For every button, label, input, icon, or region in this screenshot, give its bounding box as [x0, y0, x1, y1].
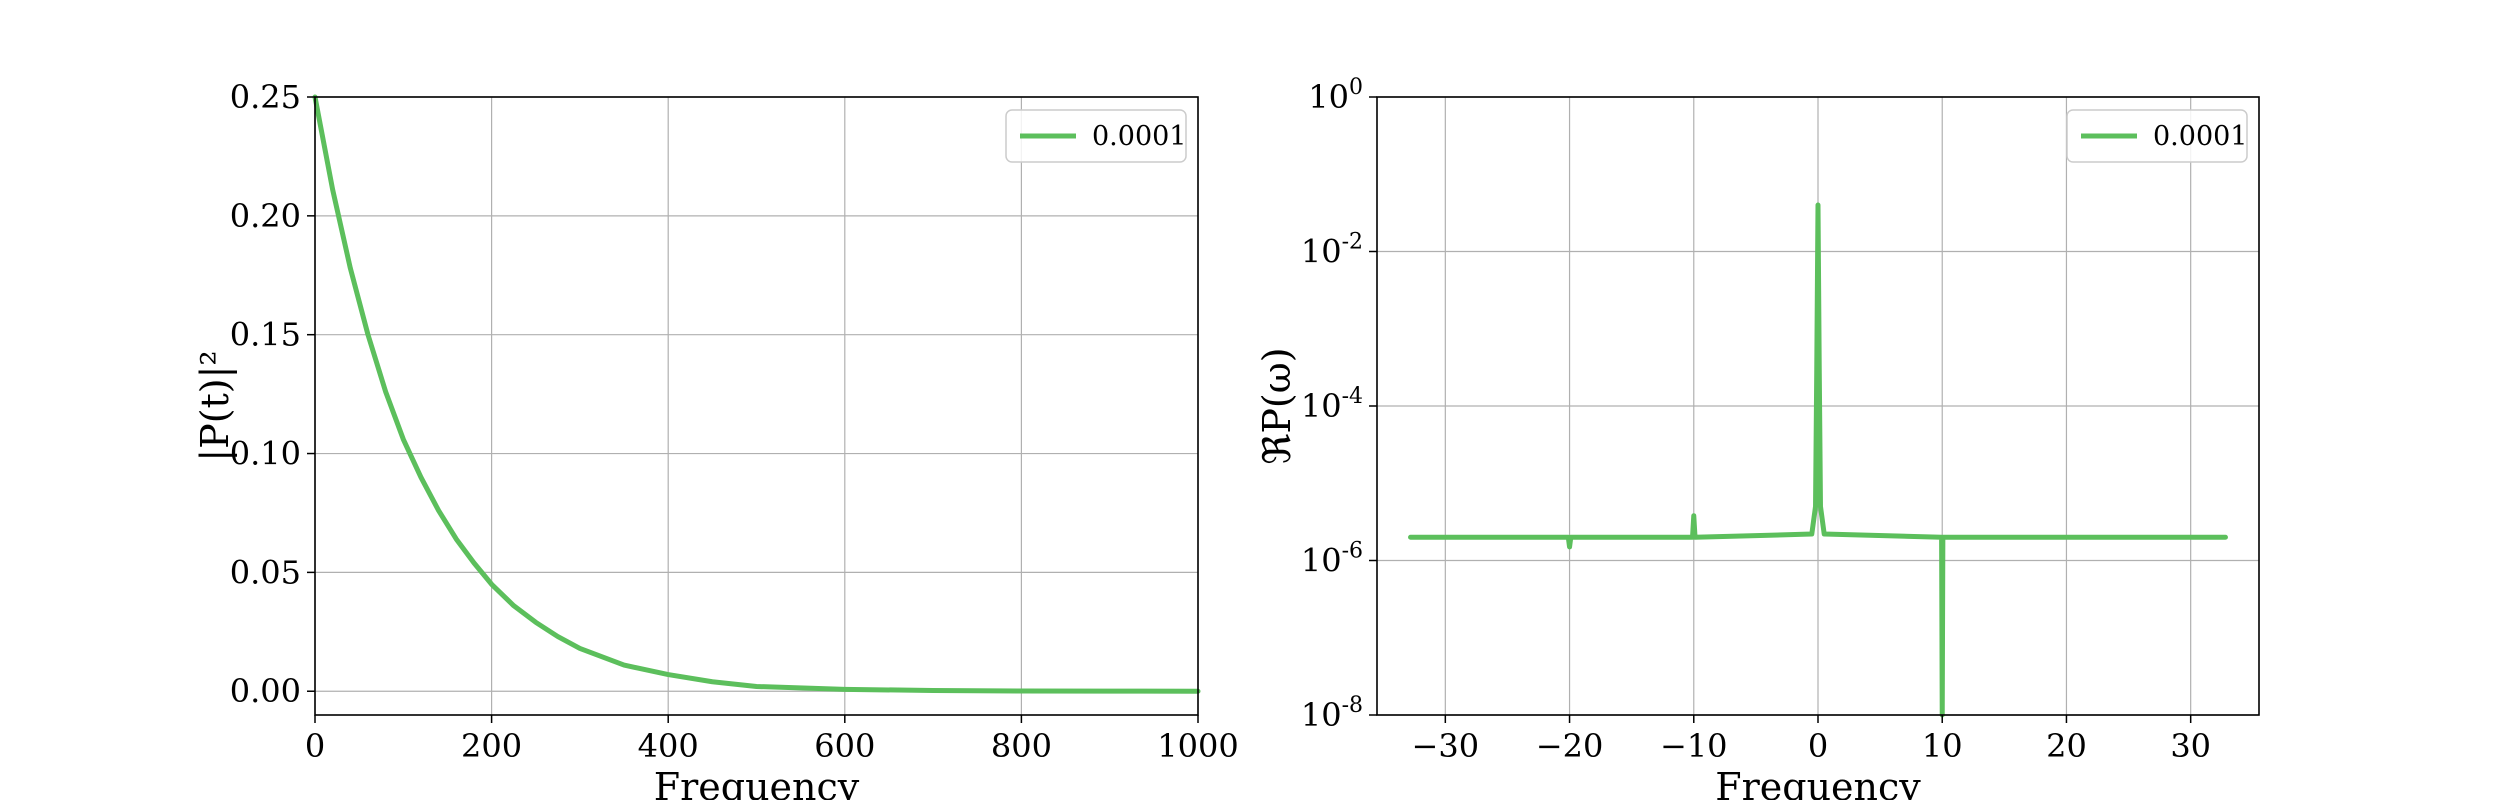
right-xtick-label: −10: [1660, 727, 1728, 765]
left-y-axis-label: |P(t)|²: [193, 350, 237, 461]
right-ytick-label: 10-2: [1301, 230, 1363, 271]
right-ytick-label: 10-8: [1301, 693, 1363, 734]
left-xtick-label: 1000: [1157, 727, 1238, 765]
left-axes-frame: [314, 96, 1199, 716]
right-xtick-label: 0: [1808, 727, 1828, 765]
right-xtick-label: 30: [2170, 727, 2211, 765]
right-legend-label: 0.0001: [2153, 121, 2247, 152]
right-xtick-label: 20: [2046, 727, 2087, 765]
right-ytick-label: 10-6: [1301, 539, 1363, 580]
left-x-axis-label: Frequency: [654, 765, 860, 800]
left-xtick-label: 600: [814, 727, 875, 765]
right-series-line: [1408, 202, 2228, 718]
left-ytick-label: 0.00: [230, 672, 301, 710]
left-ytick-label: 0.05: [230, 553, 301, 591]
left-ytick-label: 0.10: [230, 435, 301, 473]
right-plot: −30 −20 −10 0 10 20 30 10-8 10-6 10-4 10-2 100 Frequ…: [1255, 75, 2260, 800]
left-xtick-label: 800: [991, 727, 1052, 765]
right-y-axis-label: ℜP(ω): [1255, 347, 1299, 464]
right-xtick-label: 10: [1922, 727, 1963, 765]
left-xtick-label: 400: [638, 727, 699, 765]
left-series-line: [312, 94, 1201, 694]
right-xtick-label: −30: [1412, 727, 1480, 765]
left-ytick-label: 0.15: [230, 316, 301, 354]
left-xtick-label: 0: [305, 727, 325, 765]
left-legend-box: [1005, 109, 1187, 163]
right-legend: 0.0001: [2066, 109, 2248, 163]
right-legend-box: [2066, 109, 2248, 163]
left-ytick-label: 0.20: [230, 197, 301, 235]
left-plot: 0 200 400 600 800 1000 0.00 0.05 0.10 0.15 0.20 0.2…: [193, 78, 1239, 800]
left-legend: 0.0001: [1005, 109, 1187, 163]
right-ytick-label: 10-4: [1301, 384, 1363, 425]
right-ytick-label: 100: [1308, 75, 1363, 116]
left-legend-label: 0.0001: [1092, 121, 1186, 152]
right-x-axis-label: Frequency: [1715, 765, 1921, 800]
left-xtick-label: 200: [461, 727, 522, 765]
left-ytick-label: 0.25: [230, 78, 301, 116]
right-xtick-label: −20: [1536, 727, 1604, 765]
